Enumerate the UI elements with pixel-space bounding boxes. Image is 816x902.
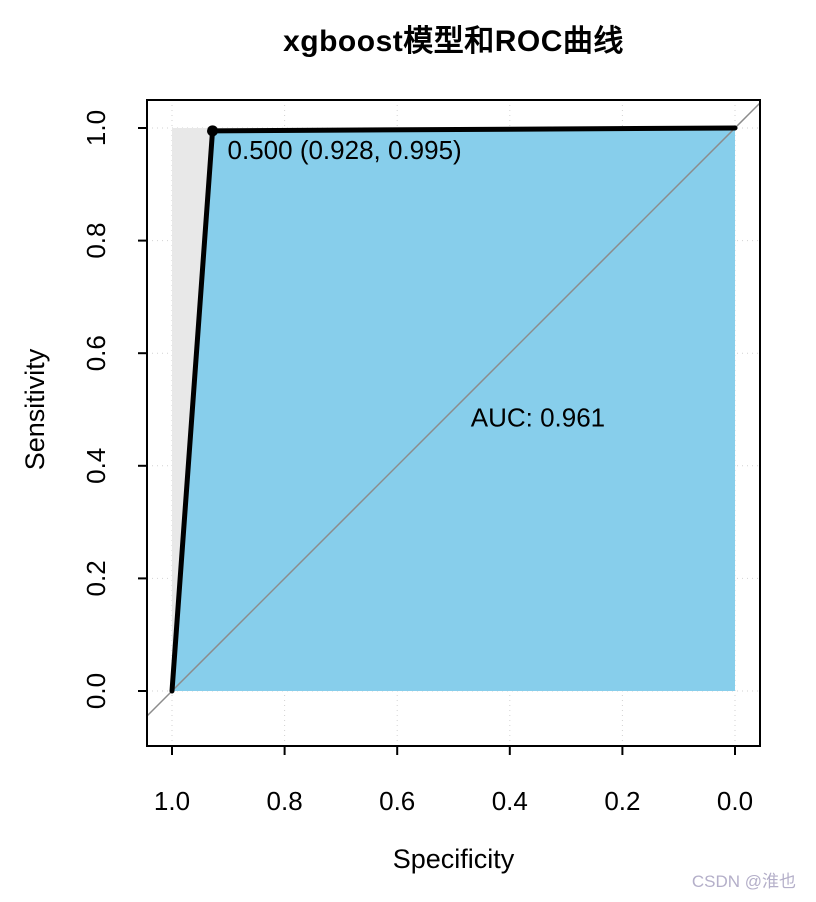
y-tick-label: 0.0 [81,673,111,709]
x-tick-label: 1.0 [154,786,190,816]
plot-box [146,99,761,747]
y-tick-label: 0.8 [81,223,111,259]
y-tick-label: 0.6 [81,335,111,371]
x-tick-label: 0.8 [267,786,303,816]
x-tick-label: 0.0 [717,786,753,816]
x-tick-label: 0.6 [379,786,415,816]
x-tick-label: 0.4 [492,786,528,816]
best-threshold-label: 0.500 (0.928, 0.995) [228,135,462,165]
best-threshold-point [207,125,219,137]
y-tick-label: 0.4 [81,448,111,484]
identity-line [146,102,761,717]
y-axis-title: Sensitivity [20,348,50,470]
x-tick-label: 0.2 [604,786,640,816]
x-axis-title: Specificity [393,844,515,874]
chart-title: xgboost模型和ROC曲线 [283,25,624,58]
y-tick-label: 1.0 [81,110,111,146]
y-tick-label: 0.2 [81,560,111,596]
watermark: CSDN @淮也 [691,872,796,891]
auc-label: AUC: 0.961 [471,402,605,432]
